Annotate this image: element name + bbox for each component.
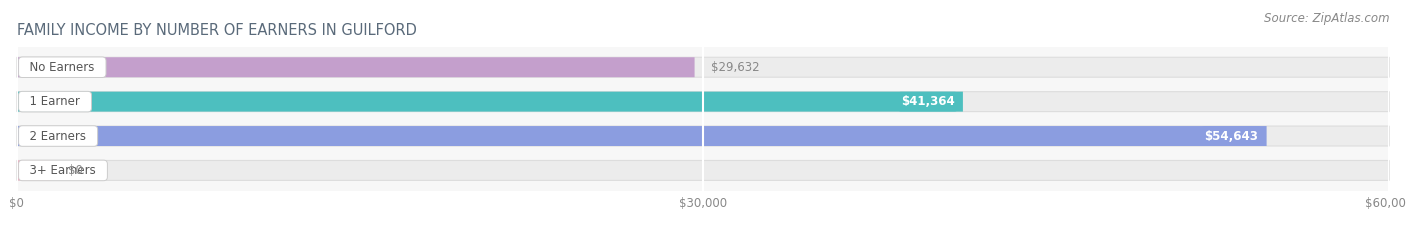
FancyBboxPatch shape [17,57,695,77]
Text: 2 Earners: 2 Earners [22,130,94,143]
Text: $29,632: $29,632 [711,61,759,74]
Text: FAMILY INCOME BY NUMBER OF EARNERS IN GUILFORD: FAMILY INCOME BY NUMBER OF EARNERS IN GU… [17,24,416,38]
FancyBboxPatch shape [17,92,1389,112]
FancyBboxPatch shape [17,126,1389,146]
FancyBboxPatch shape [17,126,1267,146]
Text: $41,364: $41,364 [901,95,955,108]
FancyBboxPatch shape [17,161,1389,180]
Text: $54,643: $54,643 [1205,130,1258,143]
Text: 3+ Earners: 3+ Earners [22,164,104,177]
FancyBboxPatch shape [17,57,1389,77]
FancyBboxPatch shape [17,161,51,180]
Text: No Earners: No Earners [22,61,103,74]
Text: Source: ZipAtlas.com: Source: ZipAtlas.com [1264,12,1389,25]
Text: $0: $0 [67,164,83,177]
Text: 1 Earner: 1 Earner [22,95,87,108]
FancyBboxPatch shape [17,92,963,112]
